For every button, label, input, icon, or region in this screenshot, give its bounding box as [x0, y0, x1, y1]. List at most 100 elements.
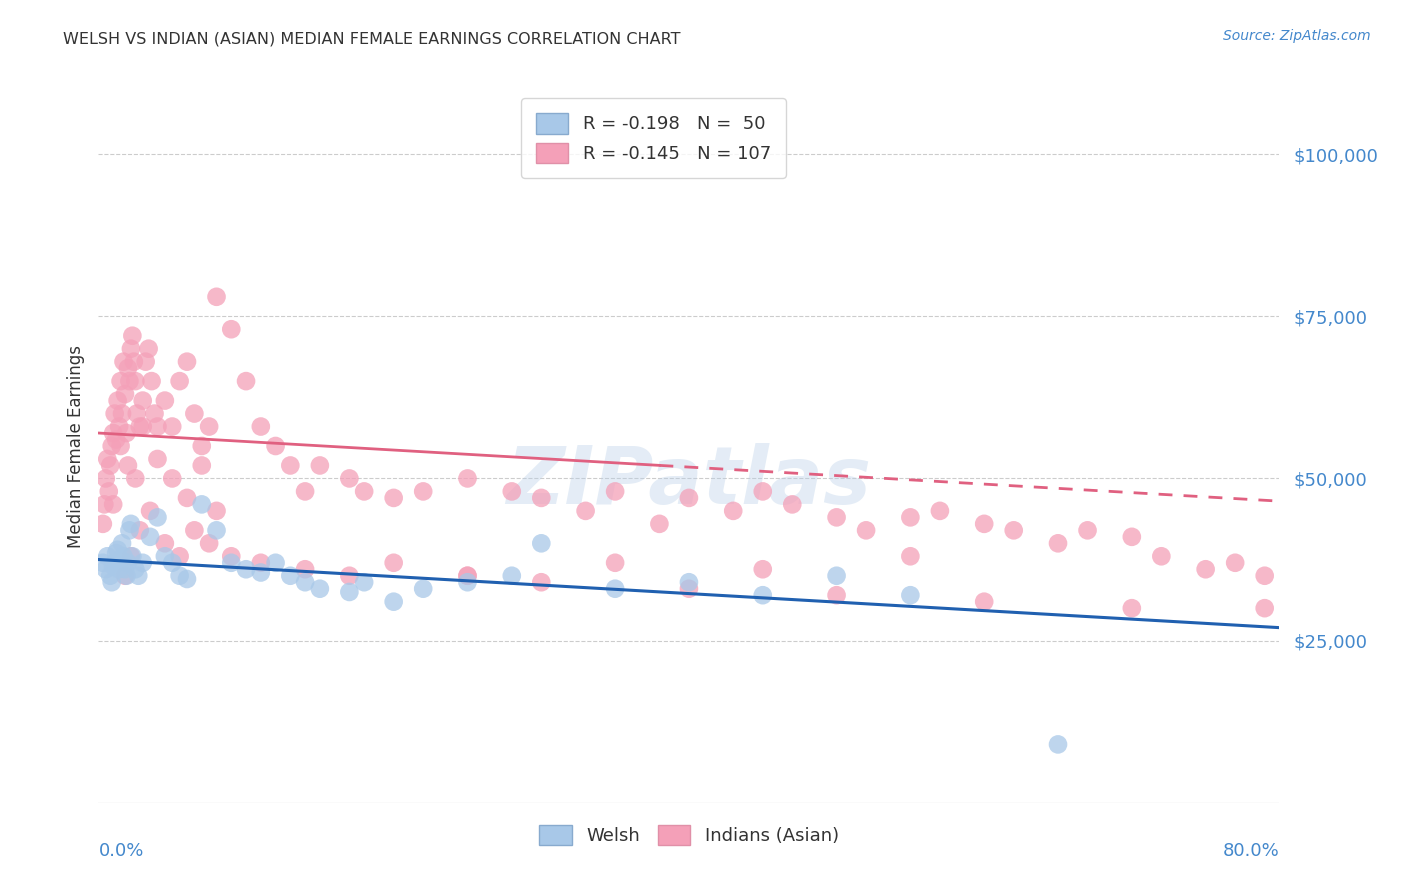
Legend: Welsh, Indians (Asian): Welsh, Indians (Asian) — [530, 815, 848, 855]
Point — [501, 484, 523, 499]
Point — [1047, 738, 1070, 752]
Point — [169, 549, 191, 564]
Point — [678, 582, 700, 596]
Point — [110, 439, 132, 453]
Point — [1254, 601, 1277, 615]
Point — [127, 568, 149, 582]
Point — [501, 568, 523, 582]
Point — [146, 452, 169, 467]
Point — [198, 536, 221, 550]
Point — [132, 419, 155, 434]
Point — [221, 322, 243, 336]
Point — [575, 504, 598, 518]
Point — [280, 458, 302, 473]
Point — [530, 575, 553, 590]
Point — [723, 504, 745, 518]
Point — [96, 452, 118, 467]
Point — [103, 425, 125, 440]
Text: WELSH VS INDIAN (ASIAN) MEDIAN FEMALE EARNINGS CORRELATION CHART: WELSH VS INDIAN (ASIAN) MEDIAN FEMALE EA… — [63, 31, 681, 46]
Point — [108, 562, 131, 576]
Point — [309, 458, 332, 473]
Point — [114, 568, 136, 582]
Point — [143, 407, 166, 421]
Point — [1002, 524, 1025, 538]
Point — [648, 516, 671, 531]
Point — [114, 387, 136, 401]
Point — [1195, 562, 1218, 576]
Point — [605, 484, 627, 499]
Point — [112, 549, 135, 564]
Point — [146, 510, 169, 524]
Point — [120, 516, 142, 531]
Point — [900, 510, 922, 524]
Point — [96, 549, 118, 564]
Point — [973, 595, 995, 609]
Point — [169, 568, 191, 582]
Point — [100, 439, 122, 453]
Point — [1047, 536, 1070, 550]
Point — [162, 419, 183, 434]
Point — [98, 568, 121, 582]
Point — [264, 556, 287, 570]
Point — [264, 439, 287, 453]
Point — [605, 556, 627, 570]
Point — [752, 562, 775, 576]
Point — [191, 439, 214, 453]
Point — [93, 497, 115, 511]
Point — [105, 433, 128, 447]
Point — [855, 524, 877, 538]
Point — [162, 471, 183, 485]
Point — [107, 542, 129, 557]
Point — [900, 549, 922, 564]
Point — [530, 536, 553, 550]
Point — [605, 582, 627, 596]
Text: 80.0%: 80.0% — [1223, 842, 1279, 860]
Point — [530, 491, 553, 505]
Y-axis label: Median Female Earnings: Median Female Earnings — [66, 344, 84, 548]
Point — [94, 562, 117, 576]
Point — [782, 497, 804, 511]
Point — [139, 504, 162, 518]
Point — [825, 568, 848, 582]
Point — [176, 354, 198, 368]
Point — [235, 374, 257, 388]
Point — [825, 588, 848, 602]
Point — [221, 556, 243, 570]
Point — [752, 588, 775, 602]
Point — [339, 568, 361, 582]
Point — [138, 342, 160, 356]
Point — [457, 568, 479, 582]
Point — [176, 491, 198, 505]
Point — [339, 471, 361, 485]
Point — [250, 419, 273, 434]
Point — [117, 361, 139, 376]
Point — [1121, 601, 1143, 615]
Point — [294, 575, 316, 590]
Point — [176, 572, 198, 586]
Point — [169, 374, 191, 388]
Point — [457, 568, 479, 582]
Point — [132, 393, 155, 408]
Text: 0.0%: 0.0% — [98, 842, 143, 860]
Point — [183, 407, 205, 421]
Point — [1121, 530, 1143, 544]
Point — [382, 556, 405, 570]
Point — [205, 290, 228, 304]
Point — [132, 556, 155, 570]
Point — [900, 588, 922, 602]
Point — [115, 425, 138, 440]
Point — [1225, 556, 1247, 570]
Point — [118, 374, 141, 388]
Point — [110, 552, 132, 566]
Point — [457, 471, 479, 485]
Point — [105, 546, 128, 560]
Point — [108, 419, 131, 434]
Text: Source: ZipAtlas.com: Source: ZipAtlas.com — [1223, 29, 1371, 43]
Point — [678, 491, 700, 505]
Point — [125, 407, 148, 421]
Point — [752, 484, 775, 499]
Point — [120, 342, 142, 356]
Point — [382, 595, 405, 609]
Point — [114, 562, 136, 576]
Point — [121, 328, 143, 343]
